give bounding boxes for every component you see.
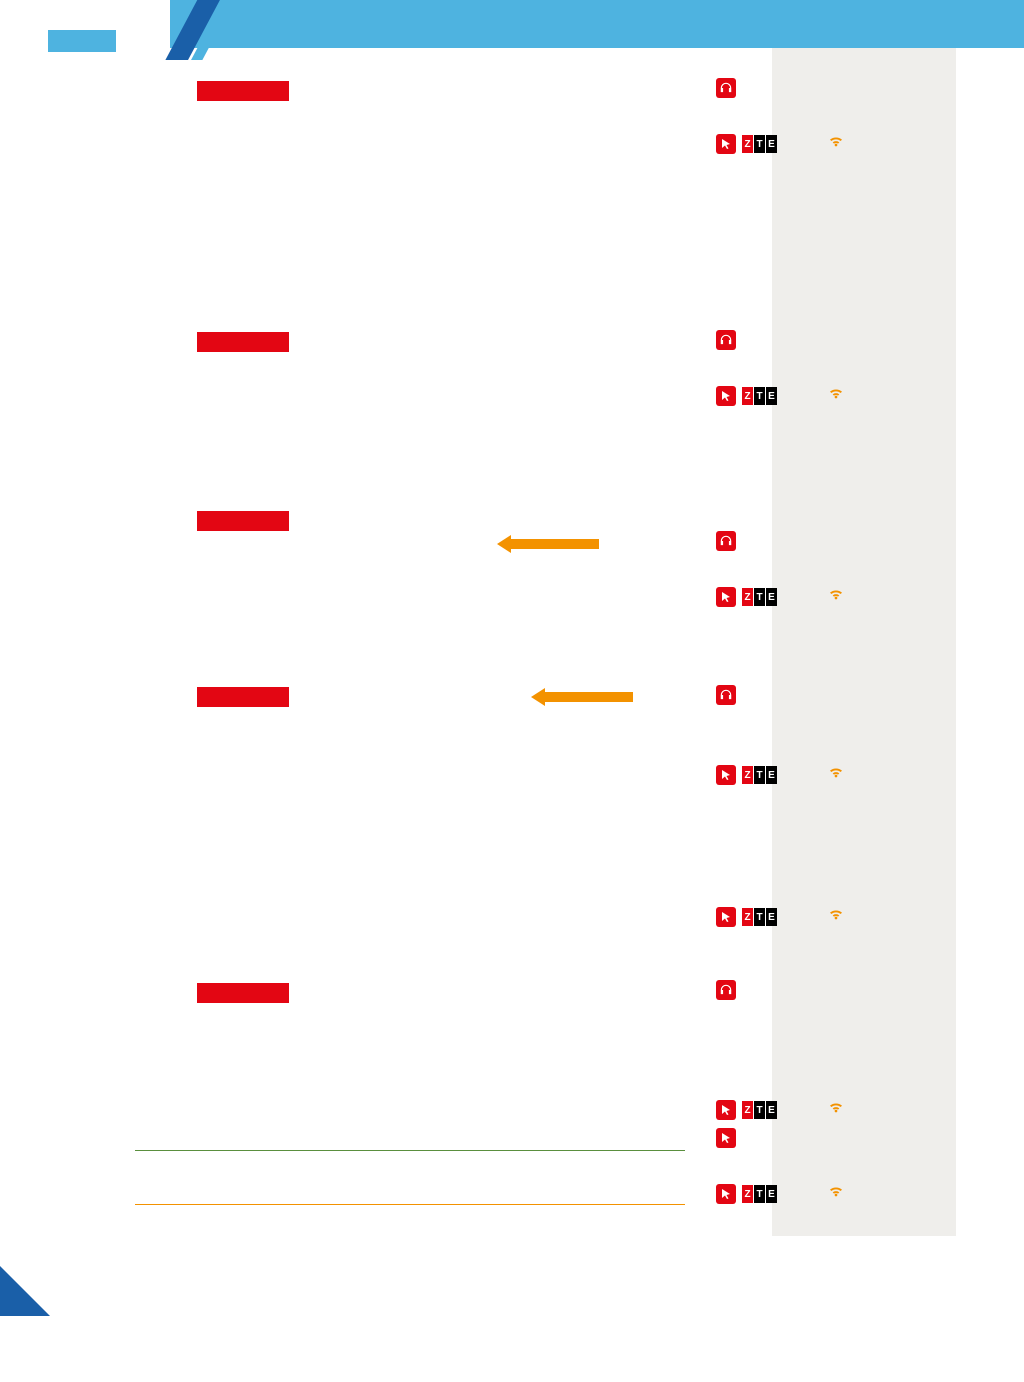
zte-badge: Z T E xyxy=(742,766,777,784)
headphone-icon xyxy=(716,980,736,1000)
icon-group xyxy=(716,531,736,551)
cursor-icon xyxy=(716,134,736,154)
headphone-icon xyxy=(716,685,736,705)
headphone-icon xyxy=(716,330,736,350)
zte-badge: Z T E xyxy=(742,1185,777,1203)
zte-badge: Z T E xyxy=(742,588,777,606)
wifi-icon xyxy=(828,134,844,151)
section-tag xyxy=(197,81,289,101)
cursor-icon xyxy=(716,1100,736,1120)
header-band xyxy=(170,0,1024,48)
zte-badge: Z T E xyxy=(742,387,777,405)
header-diagonal-stripes xyxy=(160,0,240,60)
icon-group: Z T E xyxy=(716,765,777,785)
icon-group xyxy=(716,685,736,705)
icon-group xyxy=(716,1128,736,1148)
wifi-icon xyxy=(828,907,844,924)
zte-z: Z xyxy=(742,135,753,153)
sidebar-panel xyxy=(772,48,956,1236)
icon-group: Z T E xyxy=(716,907,777,927)
wifi-icon xyxy=(828,1184,844,1201)
zte-badge: Z T E xyxy=(742,1101,777,1119)
divider-orange xyxy=(135,1204,685,1205)
cursor-icon xyxy=(716,587,736,607)
section-tag xyxy=(197,983,289,1003)
icon-group xyxy=(716,78,736,98)
headphone-icon xyxy=(716,531,736,551)
wifi-icon xyxy=(828,386,844,403)
footer-corner-triangle xyxy=(0,1266,50,1316)
icon-group: Z T E xyxy=(716,1100,777,1120)
cursor-icon xyxy=(716,907,736,927)
cursor-icon xyxy=(716,1184,736,1204)
wifi-icon xyxy=(828,765,844,782)
zte-badge: Z T E xyxy=(742,908,777,926)
icon-group: Z T E xyxy=(716,134,777,154)
wifi-icon xyxy=(828,587,844,604)
icon-group: Z T E xyxy=(716,386,777,406)
icon-group: Z T E xyxy=(716,587,777,607)
divider-green xyxy=(135,1150,685,1151)
icon-group xyxy=(716,330,736,350)
cursor-icon xyxy=(716,765,736,785)
zte-badge: Z T E xyxy=(742,135,777,153)
wifi-icon xyxy=(828,1100,844,1117)
zte-t: T xyxy=(754,135,765,153)
headphone-icon xyxy=(716,78,736,98)
icon-group xyxy=(716,980,736,1000)
section-tag xyxy=(197,687,289,707)
section-tag xyxy=(197,511,289,531)
cursor-icon xyxy=(716,386,736,406)
cursor-icon xyxy=(716,1128,736,1148)
page-tab xyxy=(48,30,116,52)
section-tag xyxy=(197,332,289,352)
zte-e: E xyxy=(766,135,777,153)
icon-group: Z T E xyxy=(716,1184,777,1204)
